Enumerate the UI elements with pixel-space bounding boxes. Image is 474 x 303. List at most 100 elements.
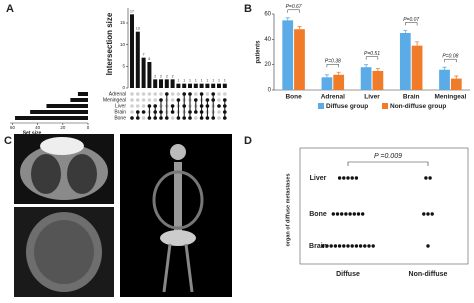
panel-label: B: [244, 3, 252, 15]
bar-value-label: 13: [136, 27, 140, 31]
p-value-annotation: P=0.07: [403, 17, 419, 23]
matrix-dot: [194, 98, 198, 102]
dot: [321, 244, 325, 248]
dot: [348, 212, 352, 216]
panel-label: D: [244, 135, 252, 147]
dot: [346, 244, 350, 248]
dot: [331, 212, 335, 216]
error-bar: [415, 41, 420, 46]
legend-swatch: [318, 103, 324, 109]
matrix-dot-empty: [141, 116, 146, 120]
set-size-bar: [70, 98, 88, 102]
matrix-dot-empty: [130, 110, 134, 114]
bar-value-label: 1: [189, 79, 191, 83]
p-value-annotation: P=0.51: [364, 51, 380, 57]
dot: [358, 244, 363, 248]
matrix-dot: [170, 110, 175, 114]
matrix-dot: [153, 110, 157, 114]
intersection-bar: [188, 83, 192, 88]
matrix-dot-empty: [159, 92, 163, 96]
dot: [424, 176, 428, 180]
ct-lung: [31, 154, 61, 194]
intersection-bar: [211, 83, 216, 88]
y-tick-label: 15: [120, 20, 126, 25]
set-label: Meningeal: [103, 97, 126, 103]
set-label: Brain: [114, 109, 126, 115]
significance-bracket: [405, 22, 418, 26]
bar-value-label: 2: [154, 74, 156, 78]
matrix-dot: [199, 110, 204, 114]
set-label: Adrenal: [109, 91, 126, 97]
matrix-dot-empty: [217, 110, 221, 114]
y-tick-label: 10: [120, 42, 126, 47]
x-tick-label: 0: [87, 125, 90, 130]
x-tick-label: 20: [60, 125, 66, 130]
matrix-dot: [223, 104, 227, 108]
x-tick-label: Bone: [285, 94, 302, 101]
matrix-dot: [141, 110, 146, 114]
bar-value-label: 1: [201, 79, 203, 83]
matrix-dot-empty: [147, 92, 152, 96]
dot: [342, 244, 346, 248]
x-tick-label: Brain: [403, 94, 420, 101]
dot: [428, 176, 432, 180]
dot: [352, 212, 356, 216]
x-tick-label: Adrenal: [321, 94, 345, 101]
matrix-dot-empty: [136, 98, 140, 102]
matrix-dot: [165, 92, 169, 96]
error-bar: [336, 71, 341, 75]
matrix-dot: [223, 116, 227, 120]
x-tick-label: Liver: [364, 94, 380, 101]
bar: [294, 29, 305, 90]
y-tick-label: 0: [268, 88, 272, 94]
x-tick-label: 60: [10, 125, 16, 130]
mri-brain: [34, 220, 94, 284]
bar-value-label: 1: [195, 79, 197, 83]
matrix-dot-empty: [217, 92, 221, 96]
intersection-bar: [222, 83, 227, 88]
x-tick-label: 40: [35, 125, 41, 130]
matrix-dot: [130, 116, 134, 120]
y-axis-title: patients: [256, 40, 262, 64]
matrix-dot: [217, 104, 221, 108]
matrix-dot: [205, 98, 210, 102]
matrix-dot: [199, 116, 204, 120]
error-bar: [285, 17, 290, 21]
bar-value-label: 1: [218, 79, 220, 83]
matrix-dot: [223, 98, 227, 102]
y-axis-title: organ of diffuse metastases: [285, 173, 291, 246]
error-bar: [403, 30, 408, 33]
dot: [337, 176, 342, 180]
ct-lung: [67, 154, 97, 194]
matrix-dot: [211, 98, 215, 102]
intersection-bar: [147, 62, 152, 88]
intersection-bar: [199, 83, 204, 88]
bar-value-label: 1: [177, 79, 179, 83]
matrix-dot-empty: [153, 98, 157, 102]
y-tick-label: Liver: [310, 175, 327, 182]
set-size-bar: [46, 104, 88, 108]
bar-value-label: 7: [143, 53, 145, 57]
bar: [321, 77, 333, 90]
dot: [350, 176, 354, 180]
matrix-dot: [199, 92, 204, 96]
bar: [360, 67, 372, 90]
matrix-dot-empty: [153, 92, 157, 96]
dot: [333, 244, 338, 248]
ct-artifact: [40, 137, 84, 155]
set-size-bar: [30, 110, 88, 114]
intersection-bar: [159, 79, 163, 88]
x-axis-title: Set size: [23, 130, 42, 136]
error-bar: [324, 74, 329, 78]
matrix-dot: [182, 104, 186, 108]
significance-bracket: [326, 64, 339, 68]
matrix-dot: [223, 110, 227, 114]
x-tick-label: Meningeal: [435, 94, 467, 101]
legend-label: Non-diffuse group: [390, 103, 446, 110]
bar-value-label: 1: [183, 79, 185, 83]
panel-label: A: [6, 3, 14, 15]
dot: [335, 212, 340, 216]
matrix-dot: [159, 116, 163, 120]
matrix-dot: [136, 110, 140, 114]
matrix-dot: [188, 92, 192, 96]
